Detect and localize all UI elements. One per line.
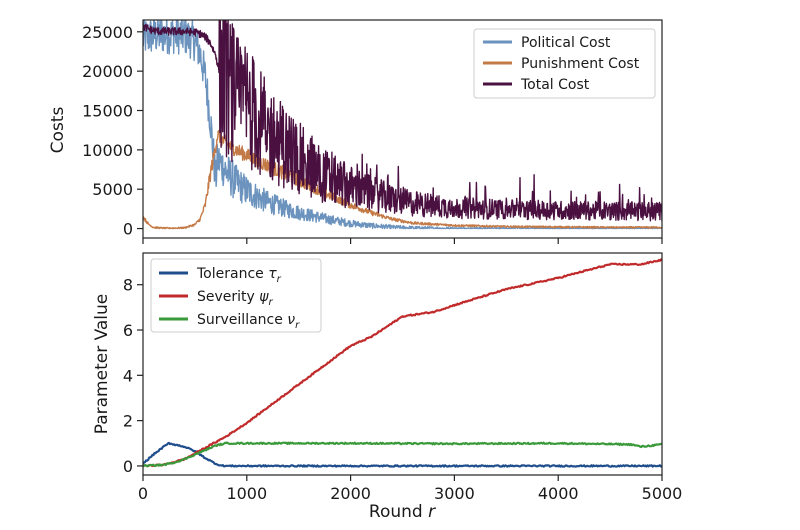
bottom-x-tick-label: 1000 <box>226 484 267 503</box>
top-y-tick-label: 20000 <box>82 62 133 81</box>
top-y-tick-label: 15000 <box>82 102 133 121</box>
bottom-y-tick-label: 0 <box>123 457 133 476</box>
top-panel-x-ticks <box>143 238 662 244</box>
bottom-x-tick-label: 2000 <box>330 484 371 503</box>
bottom-y-tick-label: 8 <box>123 276 133 295</box>
legend-label-punishment-cost: Punishment Cost <box>521 56 640 72</box>
figure: 0500010000150002000025000 Costs Politica… <box>0 0 800 530</box>
bottom-x-tick-label: 4000 <box>538 484 579 503</box>
x-axis-label: Round r <box>369 502 436 522</box>
top-y-tick-label: 25000 <box>82 23 133 42</box>
bottom-y-tick-label: 4 <box>123 366 133 385</box>
bottom-x-tick-label: 3000 <box>434 484 475 503</box>
top-y-tick-label: 5000 <box>92 180 133 199</box>
legend-label-political-cost: Political Cost <box>521 35 611 51</box>
bottom-panel-y-axis-label: Parameter Value <box>92 294 112 435</box>
top-y-tick-label: 0 <box>123 220 133 239</box>
bottom-x-tick-label: 0 <box>138 484 148 503</box>
top-panel: 0 5000 10000 15000 20000 25000 Costs Politica… <box>48 0 662 244</box>
top-panel-y-ticks: 0 5000 10000 15000 20000 25000 <box>82 23 143 239</box>
top-y-tick-label: 10000 <box>82 141 133 160</box>
bottom-panel-y-ticks: 0 2 4 6 8 <box>123 276 143 476</box>
legend-label-total-cost: Total Cost <box>520 77 590 93</box>
bottom-panel-x-ticks: 0 1000 2000 3000 4000 5000 <box>138 475 682 503</box>
series-line-surveillance-r <box>143 443 662 467</box>
series-line-tolerance-r <box>143 443 662 467</box>
top-panel-y-axis-label: Costs <box>48 107 68 154</box>
bottom-panel: 0 2 4 6 8 0 1000 2000 3000 4000 5000 Parameter Va… <box>92 253 682 522</box>
bottom-y-tick-label: 2 <box>123 412 133 431</box>
bottom-panel-legend: Tolerance τr Severity ψr Surveillance νr <box>151 259 321 332</box>
bottom-y-tick-label: 6 <box>123 321 133 340</box>
bottom-x-tick-label: 5000 <box>642 484 683 503</box>
top-panel-legend: Political Cost Punishment Cost Total Cos… <box>474 29 655 98</box>
